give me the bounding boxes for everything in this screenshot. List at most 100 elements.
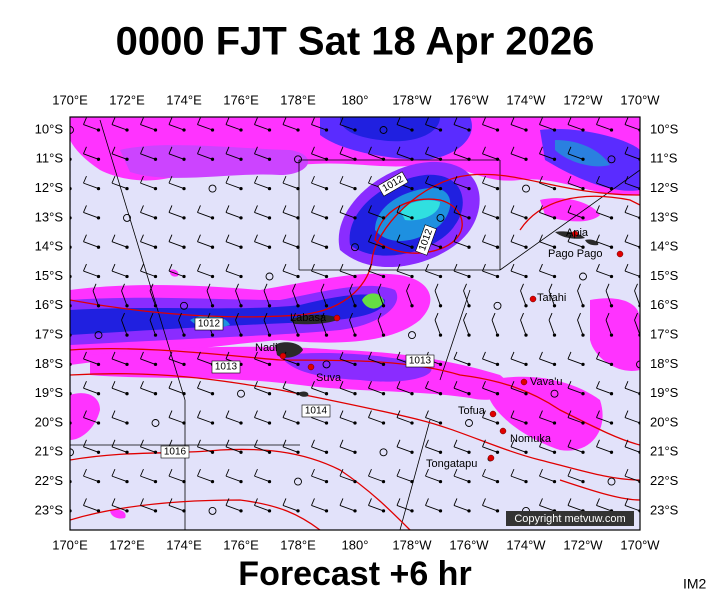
latitude-label: 19°S bbox=[650, 385, 679, 400]
longitude-label: 178°W bbox=[392, 92, 432, 107]
wind-station bbox=[153, 362, 158, 367]
wind-feather bbox=[111, 146, 116, 155]
wind-station bbox=[353, 479, 357, 484]
wind-feather bbox=[111, 263, 116, 272]
wind-feather bbox=[311, 234, 315, 242]
wind-shaft bbox=[368, 270, 384, 277]
wind-feather bbox=[596, 381, 600, 389]
wind-shaft bbox=[339, 505, 356, 512]
wind-feather bbox=[396, 468, 401, 477]
wind-shaft bbox=[425, 446, 441, 453]
wind-feather bbox=[482, 146, 486, 155]
wind-feather bbox=[254, 410, 258, 418]
wind-feather bbox=[434, 312, 439, 321]
wind-station bbox=[410, 421, 414, 425]
wind-shaft bbox=[434, 319, 441, 336]
wind-station bbox=[438, 421, 443, 425]
wind-calm bbox=[436, 213, 445, 222]
wind-feather bbox=[225, 234, 230, 242]
wind-feather bbox=[510, 205, 515, 213]
wind-station bbox=[125, 128, 129, 132]
wind-shaft bbox=[197, 387, 213, 395]
wind-station bbox=[324, 128, 329, 132]
wind-calm bbox=[151, 419, 160, 427]
wind-feather bbox=[396, 205, 401, 213]
latitude-label: 17°S bbox=[650, 327, 679, 342]
wind-station bbox=[296, 421, 300, 425]
wind-station bbox=[210, 304, 215, 308]
wind-shaft bbox=[225, 153, 242, 160]
wind-feather bbox=[482, 234, 486, 242]
latitude-label: 13°S bbox=[35, 209, 64, 224]
wind-station bbox=[581, 421, 585, 425]
wind-feather bbox=[482, 381, 486, 389]
wind-shaft bbox=[311, 153, 327, 160]
wind-station bbox=[267, 245, 272, 249]
wind-station bbox=[210, 450, 215, 454]
wind-shaft bbox=[263, 290, 270, 306]
wind-feather bbox=[377, 283, 382, 291]
place-marker bbox=[571, 230, 579, 238]
wind-shaft bbox=[567, 387, 584, 395]
wind-feather bbox=[482, 468, 486, 477]
wind-feather bbox=[396, 381, 401, 389]
wind-shaft bbox=[596, 182, 612, 190]
wind-feather bbox=[368, 498, 372, 506]
wind-station bbox=[125, 333, 129, 337]
wind-shaft bbox=[567, 153, 584, 160]
wind-feather bbox=[510, 263, 515, 272]
isobar-label: 1012 bbox=[194, 317, 224, 331]
wind-station bbox=[438, 392, 443, 396]
wind-shaft bbox=[254, 153, 270, 160]
wind-station bbox=[467, 392, 471, 396]
wind-feather bbox=[263, 312, 268, 321]
wind-feather bbox=[368, 468, 372, 477]
wind-shaft bbox=[225, 475, 242, 483]
wind-feather bbox=[453, 351, 458, 360]
wind-feather bbox=[339, 381, 344, 389]
wind-station bbox=[495, 450, 500, 454]
wind-shaft bbox=[634, 290, 640, 306]
wind-feather bbox=[111, 351, 116, 360]
wind-shaft bbox=[368, 505, 384, 512]
wind-shaft bbox=[339, 124, 356, 131]
wind-feather bbox=[111, 439, 116, 448]
wind-shaft bbox=[453, 446, 470, 453]
wind-shaft bbox=[482, 124, 498, 131]
wind-station bbox=[438, 274, 443, 279]
wind-shaft bbox=[111, 182, 128, 190]
wind-feather bbox=[624, 439, 629, 448]
wind-station bbox=[296, 450, 300, 454]
wind-shaft bbox=[140, 475, 156, 483]
wind-shaft bbox=[577, 319, 584, 336]
wind-shaft bbox=[453, 387, 470, 395]
wind-shaft bbox=[377, 319, 384, 336]
wind-station bbox=[96, 479, 101, 484]
wind-shaft bbox=[368, 212, 384, 219]
wind-shaft bbox=[70, 304, 71, 306]
wind-station bbox=[324, 304, 329, 308]
wind-feather bbox=[539, 439, 543, 448]
wind-shaft bbox=[539, 358, 555, 365]
wind-calm bbox=[465, 419, 473, 427]
wind-station bbox=[581, 479, 585, 484]
wind-station bbox=[524, 421, 528, 425]
place-label: Tongatapu bbox=[426, 458, 477, 470]
wind-feather bbox=[282, 263, 287, 272]
wind-feather bbox=[624, 234, 629, 242]
wind-station bbox=[524, 128, 528, 132]
wind-shaft bbox=[311, 387, 327, 395]
wind-feather bbox=[83, 263, 87, 272]
wind-shaft bbox=[605, 290, 612, 306]
wind-station bbox=[210, 216, 215, 220]
wind-station bbox=[353, 304, 357, 308]
place-marker bbox=[487, 454, 495, 462]
wind-shaft bbox=[453, 124, 470, 131]
wind-station bbox=[296, 362, 300, 367]
wind-shaft bbox=[311, 446, 327, 453]
wind-station bbox=[381, 304, 386, 308]
wind-shaft bbox=[282, 212, 299, 219]
wind-station bbox=[467, 304, 471, 308]
longitude-label: 174°W bbox=[506, 537, 546, 552]
wind-calm bbox=[208, 184, 217, 193]
